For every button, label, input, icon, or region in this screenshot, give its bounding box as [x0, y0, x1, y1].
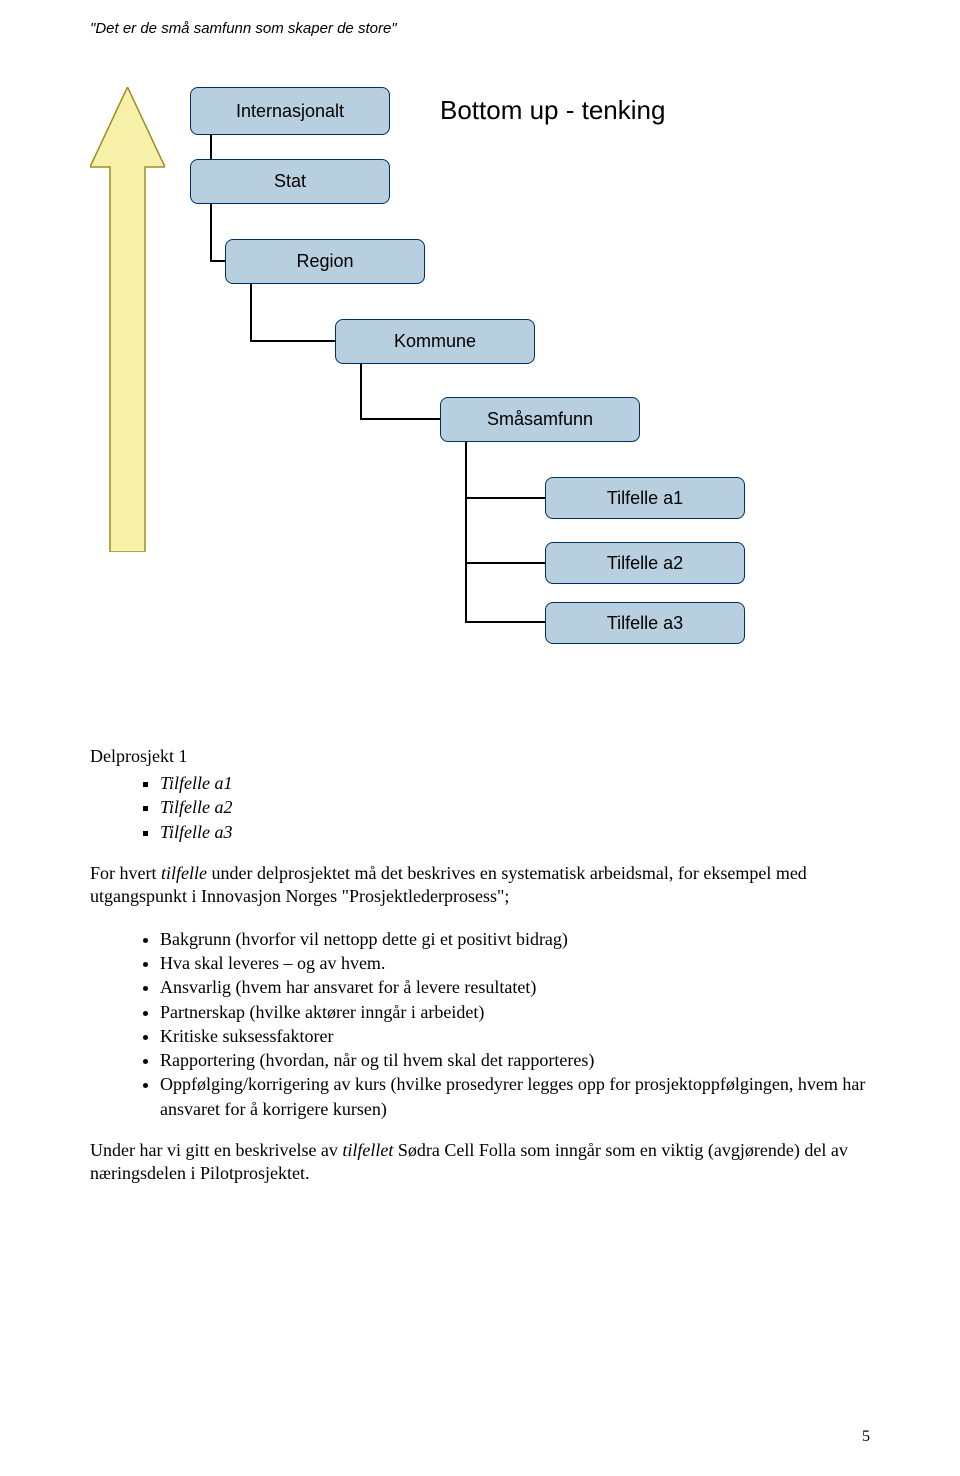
node-label: Tilfelle a2	[607, 553, 683, 574]
para-text: Under har vi gitt en beskrivelse av	[90, 1140, 342, 1160]
delprosjekt-list: Tilfelle a1 Tilfelle a2 Tilfelle a3	[90, 771, 870, 844]
bullet-list: Bakgrunn (hvorfor vil nettopp dette gi e…	[90, 927, 870, 1121]
list-item: Rapportering (hvordan, når og til hvem s…	[160, 1048, 870, 1072]
node-label: Stat	[274, 171, 306, 192]
list-item: Ansvarlig (hvem har ansvaret for å lever…	[160, 975, 870, 999]
intro-paragraph: For hvert tilfelle under delprosjektet m…	[90, 862, 870, 909]
up-arrow-icon	[90, 87, 165, 552]
node-smasamfunn: Småsamfunn	[440, 397, 640, 442]
connector	[360, 364, 362, 419]
node-region: Region	[225, 239, 425, 284]
closing-paragraph: Under har vi gitt en beskrivelse av tilf…	[90, 1139, 870, 1186]
list-item: Kritiske suksessfaktorer	[160, 1024, 870, 1048]
list-item: Partnerskap (hvilke aktører inngår i arb…	[160, 1000, 870, 1024]
list-item: Tilfelle a2	[160, 795, 870, 819]
list-item: Tilfelle a3	[160, 820, 870, 844]
list-item: Tilfelle a1	[160, 771, 870, 795]
page-root: "Det er de små samfunn som skaper de sto…	[0, 0, 960, 1476]
connector	[210, 135, 212, 159]
list-item: Hva skal leveres – og av hvem.	[160, 951, 870, 975]
node-stat: Stat	[190, 159, 390, 204]
list-item-label: Tilfelle a3	[160, 822, 233, 842]
node-kommune: Kommune	[335, 319, 535, 364]
list-item-label: Tilfelle a1	[160, 773, 233, 793]
diagram: Bottom up - tenking Internasjonalt Stat …	[90, 87, 870, 657]
running-header: "Det er de små samfunn som skaper de sto…	[90, 20, 870, 37]
connector	[465, 563, 467, 622]
para-italic: tilfellet	[342, 1140, 393, 1160]
node-tilfelle-a3: Tilfelle a3	[545, 602, 745, 644]
connector	[465, 621, 545, 623]
node-label: Internasjonalt	[236, 101, 344, 122]
connector	[465, 562, 545, 564]
connector	[250, 284, 252, 341]
node-label: Tilfelle a3	[607, 613, 683, 634]
connector	[210, 204, 212, 261]
diagram-title: Bottom up - tenking	[440, 95, 665, 126]
node-label: Småsamfunn	[487, 409, 593, 430]
connector	[465, 442, 467, 498]
node-tilfelle-a1: Tilfelle a1	[545, 477, 745, 519]
delprosjekt-heading: Delprosjekt 1	[90, 746, 870, 767]
connector	[465, 497, 545, 499]
para-text: For hvert	[90, 863, 161, 883]
node-label: Region	[296, 251, 353, 272]
node-tilfelle-a2: Tilfelle a2	[545, 542, 745, 584]
list-item: Bakgrunn (hvorfor vil nettopp dette gi e…	[160, 927, 870, 951]
node-internasjonalt: Internasjonalt	[190, 87, 390, 135]
page-number: 5	[862, 1428, 870, 1446]
connector	[210, 260, 225, 262]
connector	[360, 418, 440, 420]
para-italic: tilfelle	[161, 863, 207, 883]
connector	[250, 340, 335, 342]
node-label: Tilfelle a1	[607, 488, 683, 509]
node-label: Kommune	[394, 331, 476, 352]
list-item: Oppfølging/korrigering av kurs (hvilke p…	[160, 1072, 870, 1121]
list-item-label: Tilfelle a2	[160, 797, 233, 817]
connector	[465, 498, 467, 563]
